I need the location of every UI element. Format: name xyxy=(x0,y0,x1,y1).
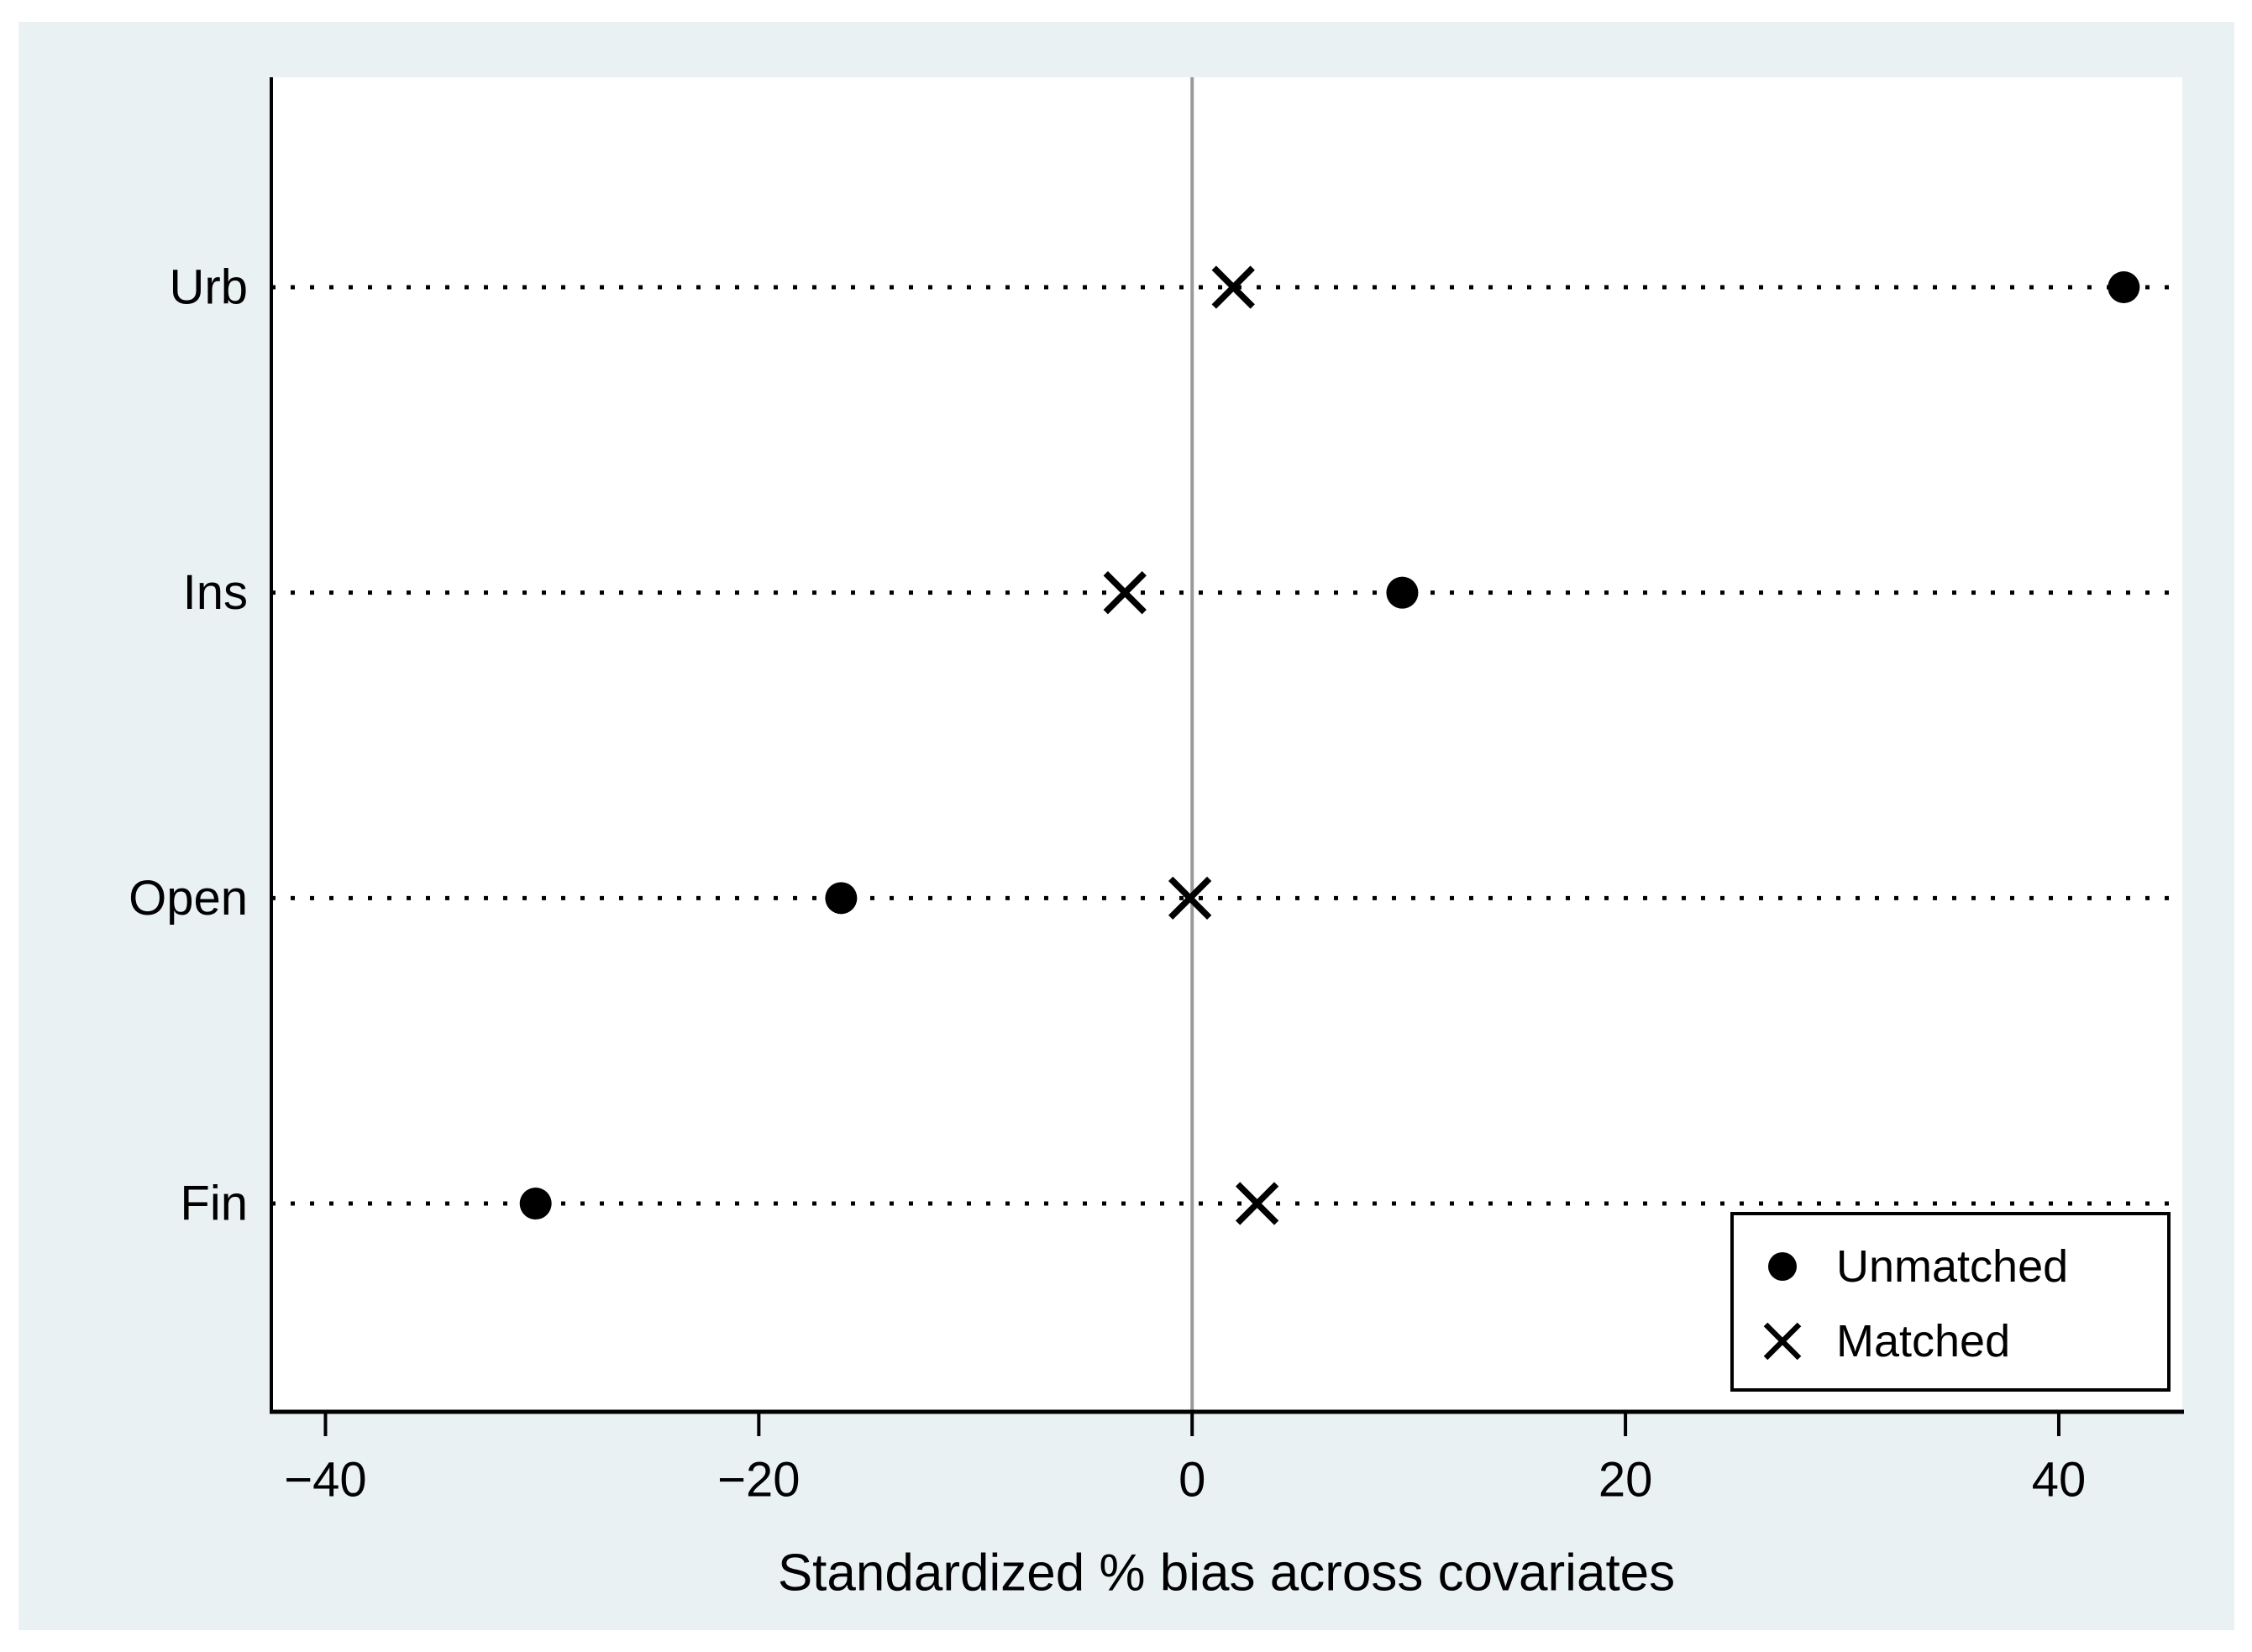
category-label-urb: Urb xyxy=(170,260,248,315)
category-label-open: Open xyxy=(129,871,248,926)
unmatched-point-open xyxy=(825,882,858,915)
unmatched-point-urb xyxy=(2108,271,2140,303)
matched-point-open xyxy=(1168,876,1212,920)
plot-area xyxy=(271,77,2182,1412)
x-tick-label-40: 40 xyxy=(2032,1453,2087,1508)
x-tick-label-0: 0 xyxy=(1178,1453,1205,1508)
unmatched-point-fin xyxy=(519,1188,552,1220)
matched-point-ins xyxy=(1103,571,1147,615)
matched-point-fin xyxy=(1235,1182,1279,1225)
x-tick-label--40: −40 xyxy=(284,1453,366,1508)
data-markers xyxy=(519,265,2140,1225)
legend: Unmatched Matched xyxy=(1730,1212,2171,1392)
x-axis-ticks xyxy=(323,1412,2060,1436)
x-tick-label-20: 20 xyxy=(1598,1453,1653,1508)
category-labels: Urb Ins Open Fin xyxy=(129,260,248,1231)
x-axis-title: Standardized % bias across covariates xyxy=(778,1544,1675,1602)
legend-unmatched-label: Unmatched xyxy=(1836,1241,2068,1292)
legend-matched-marker-icon xyxy=(1763,1322,1802,1361)
legend-unmatched-marker-icon xyxy=(1768,1252,1797,1281)
category-label-ins: Ins xyxy=(183,565,248,620)
x-tick-label--20: −20 xyxy=(717,1453,800,1508)
legend-box xyxy=(1730,1212,2171,1392)
legend-matched-label: Matched xyxy=(1836,1316,2010,1366)
matched-point-urb xyxy=(1211,265,1255,309)
unmatched-point-ins xyxy=(1386,576,1419,609)
x-axis-tick-labels: −40 −20 0 20 40 xyxy=(284,1453,2086,1508)
category-label-fin: Fin xyxy=(180,1177,248,1231)
